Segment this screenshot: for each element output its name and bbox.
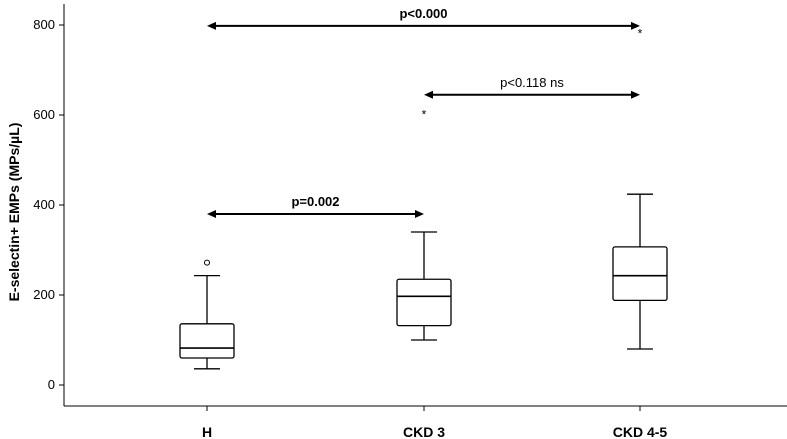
y-tick-label: 400 (33, 197, 55, 212)
y-ticks: 0 200 400 600 800 (33, 17, 64, 392)
arrow-head-right (631, 21, 640, 30)
comparison-arrow: p<0.118 ns (424, 75, 640, 99)
comparison-label: p<0.118 ns (500, 75, 564, 90)
iqr-box (179, 323, 235, 359)
outlier-circle (204, 259, 210, 266)
comparison-label: p<0.000 (399, 6, 447, 21)
arrow-head-right (415, 210, 424, 218)
x-tick-label: CKD 4-5 (613, 424, 668, 439)
y-tick-label: 0 (48, 377, 55, 392)
iqr-box (396, 278, 452, 327)
x-tick-label: H (202, 424, 212, 439)
y-tick-label: 200 (33, 287, 55, 302)
y-tick-label: 600 (33, 107, 55, 122)
arrow-head-right (631, 90, 640, 99)
arrow-head-left (207, 210, 216, 218)
x-tick-label: CKD 3 (403, 424, 445, 439)
outlier-star: * (422, 108, 427, 122)
x-ticks: H CKD 3 CKD 4-5 (202, 406, 667, 439)
box-h (179, 259, 235, 370)
comparison-arrow: p=0.002 (207, 194, 424, 218)
box-ckd-4-5: * (612, 27, 668, 350)
comparison-arrow: p<0.000 (207, 6, 640, 30)
arrow-head-left (424, 90, 433, 99)
y-tick-label: 800 (33, 17, 55, 32)
boxes: ** (179, 27, 668, 370)
iqr-box (612, 246, 668, 302)
arrow-head-left (207, 21, 216, 30)
comparison-label: p=0.002 (291, 194, 339, 209)
box-ckd-3: * (396, 108, 452, 341)
axes (63, 4, 787, 407)
outlier-star: * (638, 27, 643, 41)
comparisons: p<0.000 p<0.118 ns p=0.002 (207, 6, 640, 218)
